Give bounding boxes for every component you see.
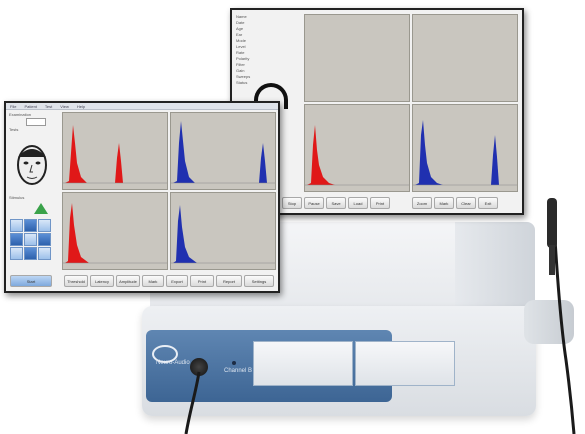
rear-btn-stop[interactable]: Stop [282, 197, 302, 209]
report-button[interactable]: Report [216, 275, 242, 287]
front-plot-top-right [170, 112, 276, 190]
rear-label: Date [236, 20, 245, 25]
panel-label-right: Channel B [224, 368, 253, 374]
panel-slot-1 [253, 341, 353, 386]
exam-field[interactable] [26, 118, 46, 126]
pad-center[interactable] [24, 233, 37, 246]
front-side-label: Examination [9, 112, 32, 117]
menu-bar: File Patient Test View Help [6, 103, 278, 110]
rear-label: Gain [236, 68, 245, 73]
rear-btn-mark[interactable]: Mark [434, 197, 454, 209]
rear-label: Age [236, 26, 244, 31]
print-button[interactable]: Print [190, 275, 214, 287]
probe-holder [524, 300, 574, 344]
pad-bottom-left[interactable] [10, 247, 23, 260]
menu-test[interactable]: Test [44, 103, 53, 109]
rear-label: Filter [236, 62, 245, 67]
rear-btn-load[interactable]: Load [348, 197, 368, 209]
face-icon [17, 145, 47, 185]
menu-file[interactable]: File [10, 103, 17, 109]
menu-help[interactable]: Help [76, 103, 86, 109]
rear-label: Level [236, 44, 246, 49]
rear-label: Name [236, 14, 247, 19]
front-plot-bottom-left [62, 192, 168, 270]
rear-btn-zoom[interactable]: Zoom [412, 197, 432, 209]
menu-view[interactable]: View [60, 103, 69, 109]
front-screen: File Patient Test View Help Examination … [4, 101, 280, 293]
rear-side-panel: Name Date Age Ear Mode Level Rate Polari… [236, 14, 296, 86]
rear-btn-clear[interactable]: Clear [456, 197, 476, 209]
probe-cable [551, 204, 576, 434]
rear-plot-top-right [412, 14, 518, 102]
status-led [232, 361, 236, 365]
amplitude-button[interactable]: Amplitude [116, 275, 140, 287]
mark-button[interactable]: Mark [142, 275, 164, 287]
front-plot-bottom-right [170, 192, 276, 270]
front-plot-top-left [62, 112, 168, 190]
pad-bottom-right[interactable] [38, 247, 51, 260]
brand-logo-icon [152, 345, 178, 363]
rear-label: Status [236, 80, 248, 85]
arrow-right-icon[interactable] [38, 233, 51, 246]
front-cable [184, 371, 201, 434]
arrow-left-icon[interactable] [10, 233, 23, 246]
pad-top-right[interactable] [38, 219, 51, 232]
rear-plot-bottom-right [412, 104, 518, 192]
rear-plot-bottom-left [304, 104, 410, 192]
probe-icon [547, 198, 557, 248]
menu-patient[interactable]: Patient [24, 103, 37, 109]
rear-label: Mode [236, 38, 247, 43]
input-jack[interactable] [190, 358, 208, 376]
rear-label: Polarity [236, 56, 250, 61]
latency-button[interactable]: Latency [90, 275, 114, 287]
export-button[interactable]: Export [166, 275, 188, 287]
front-side-label: Tests [9, 127, 19, 132]
arrow-up-icon[interactable] [24, 219, 37, 232]
panel-label-left: Neuro-Audio [156, 360, 190, 366]
head-icon [254, 83, 288, 109]
front-side-label: Stimulus [9, 195, 25, 200]
start-button[interactable]: Start [10, 275, 52, 287]
rear-btn-save[interactable]: Save [326, 197, 346, 209]
rear-plot-top-left [304, 14, 410, 102]
rear-btn-pause[interactable]: Pause [304, 197, 324, 209]
panel-slot-2 [355, 341, 455, 386]
rear-btn-print[interactable]: Print [370, 197, 390, 209]
rear-btn-exit[interactable]: Exit [478, 197, 498, 209]
rear-label: Ear [236, 32, 243, 37]
threshold-button[interactable]: Threshold [64, 275, 88, 287]
arrow-down-icon[interactable] [24, 247, 37, 260]
ear-icon [34, 203, 48, 214]
rear-label: Rate [236, 50, 245, 55]
settings-button[interactable]: Settings [244, 275, 274, 287]
pad-top-left[interactable] [10, 219, 23, 232]
rear-label: Sweeps [236, 74, 251, 79]
